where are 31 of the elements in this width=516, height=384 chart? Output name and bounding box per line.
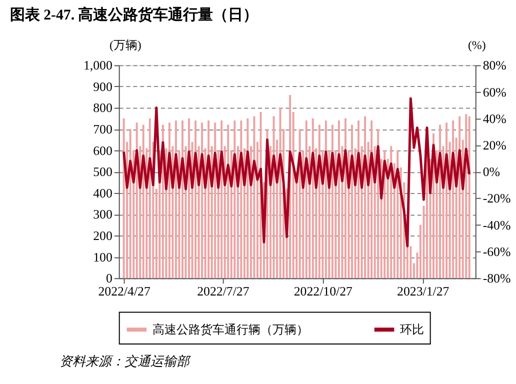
y-tick-label: 0 bbox=[106, 272, 112, 286]
y-tick-label: 1,000 bbox=[83, 58, 112, 73]
legend-label: 环比 bbox=[400, 322, 424, 337]
y2-tick-label: -20% bbox=[482, 192, 511, 206]
y-tick-label: 700 bbox=[93, 122, 112, 137]
y-tick-label: 300 bbox=[93, 208, 112, 222]
y-tick-label: 800 bbox=[93, 101, 112, 116]
y2-tick-label: 0% bbox=[482, 165, 500, 180]
y2-tick-label: -40% bbox=[482, 218, 511, 232]
chart-title: 图表 2-47. 高速公路货车通行量（日） bbox=[10, 6, 258, 24]
y2-tick-label: 80% bbox=[482, 58, 507, 73]
legend-label: 高速公路货车通行辆（万辆） bbox=[152, 322, 309, 337]
x-tick-label: 2022/10/27 bbox=[294, 284, 354, 298]
text: 资料来源：交通运输部 bbox=[59, 354, 192, 368]
y-axis-title: (万辆) bbox=[109, 38, 142, 52]
y2-tick-label: -60% bbox=[482, 244, 511, 259]
y2-tick-label: -80% bbox=[482, 272, 511, 286]
y2-tick-label: 60% bbox=[482, 85, 507, 100]
y-tick-label: 600 bbox=[93, 144, 112, 158]
y2-tick-label: 20% bbox=[482, 138, 507, 152]
y-tick-label: 200 bbox=[93, 228, 112, 243]
x-tick-label: 2023/1/27 bbox=[397, 284, 450, 298]
y-tick-label: 500 bbox=[93, 165, 112, 180]
x-tick-label: 2022/4/27 bbox=[98, 284, 151, 298]
y-tick-label: 900 bbox=[93, 80, 112, 94]
x-tick-label: 2022/7/27 bbox=[197, 284, 250, 298]
y-tick-label: 100 bbox=[93, 250, 112, 264]
line-series bbox=[122, 97, 471, 248]
y2-tick-label: 40% bbox=[482, 112, 507, 126]
y-tick-label: 400 bbox=[93, 186, 112, 200]
y2-axis-title: (%) bbox=[468, 38, 486, 52]
